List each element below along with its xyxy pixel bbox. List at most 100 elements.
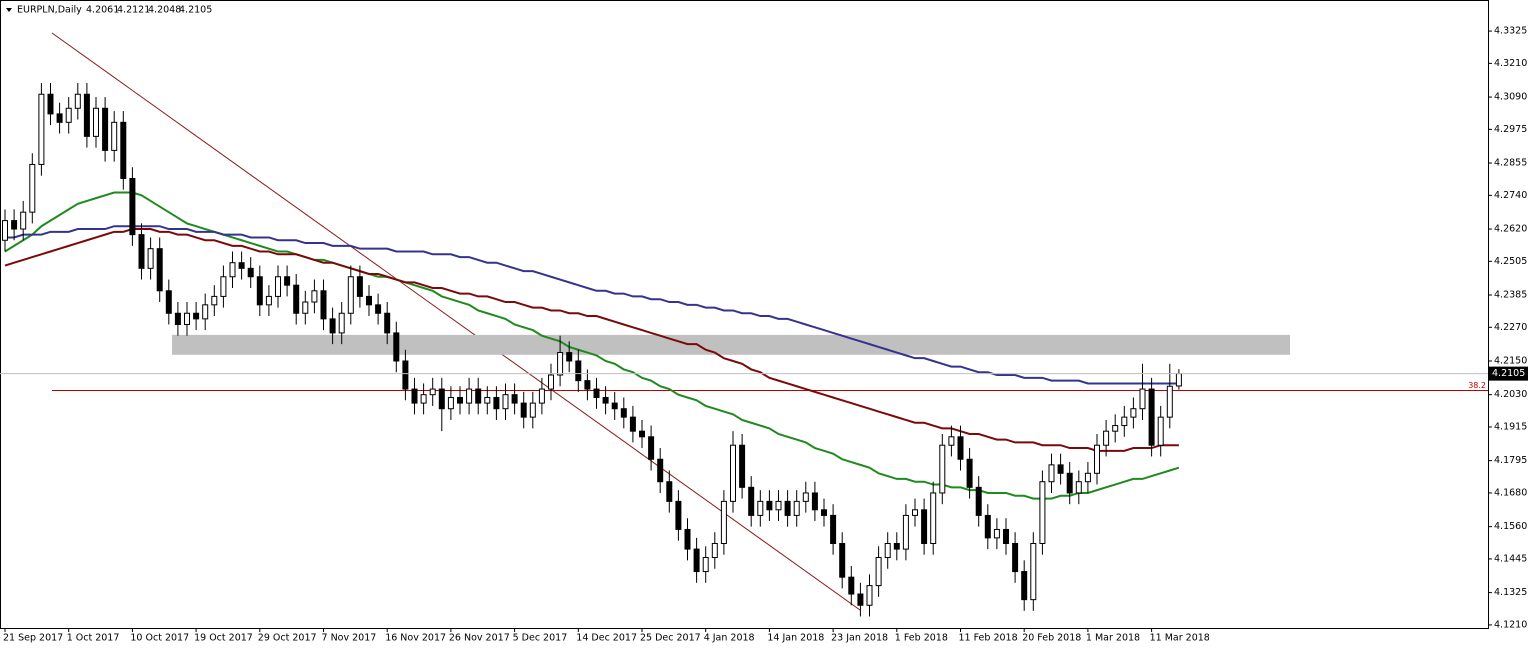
candle-body xyxy=(366,295,372,306)
x-tick-label: 10 Oct 2017 xyxy=(130,633,189,644)
candle-body xyxy=(1094,444,1100,474)
candle-body xyxy=(875,557,882,587)
candle-body xyxy=(29,163,36,213)
candle-body xyxy=(184,312,190,325)
candle-body xyxy=(702,557,709,573)
y-tick-label: 4.1795 xyxy=(1494,455,1527,466)
candle-body xyxy=(821,509,827,516)
candle-body xyxy=(174,312,181,325)
candle-body xyxy=(275,276,281,297)
ohlc-close: 4.2105 xyxy=(179,5,212,16)
candle-body xyxy=(502,394,509,410)
candle-body xyxy=(766,500,773,511)
candle-body xyxy=(921,509,928,544)
candle-body xyxy=(693,548,700,573)
support-zone xyxy=(172,334,1290,355)
candle-body xyxy=(457,396,463,404)
y-tick-label: 4.3090 xyxy=(1494,92,1527,103)
candle-body xyxy=(975,486,982,516)
y-tick-label: 4.2975 xyxy=(1494,124,1527,135)
candle-body xyxy=(93,107,99,137)
y-tick-label: 4.2505 xyxy=(1494,256,1527,267)
y-tick-label: 4.3210 xyxy=(1494,58,1527,69)
candle-body xyxy=(402,360,409,390)
candle-body xyxy=(620,408,627,418)
candle-body xyxy=(302,301,309,314)
candle-body xyxy=(1139,388,1146,410)
x-tick-label: 7 Nov 2017 xyxy=(322,633,377,644)
moving-average xyxy=(4,228,1179,452)
candle-body xyxy=(966,458,973,488)
candle-body xyxy=(1121,416,1128,427)
candle-body xyxy=(639,430,645,438)
candle-body xyxy=(811,492,818,511)
candle-body xyxy=(557,352,564,376)
y-tick-label: 4.1210 xyxy=(1494,619,1527,630)
x-tick-label: 11 Mar 2018 xyxy=(1150,633,1210,644)
ohlc-open: 4.2061 xyxy=(86,5,119,16)
candle-body xyxy=(384,312,391,334)
candle-body xyxy=(1166,385,1173,418)
candle-body xyxy=(484,396,491,404)
candle-body xyxy=(411,388,418,404)
candle-body xyxy=(238,262,245,269)
x-tick-label: 21 Sep 2017 xyxy=(3,633,63,644)
x-tick-label: 20 Feb 2018 xyxy=(1022,633,1081,644)
y-tick-label: 4.2620 xyxy=(1494,224,1527,235)
candle-body xyxy=(984,514,991,539)
candle-body xyxy=(902,514,909,550)
candle-body xyxy=(948,436,955,446)
x-tick-label: 1 Oct 2017 xyxy=(67,633,120,644)
candle-body xyxy=(748,486,755,516)
candle-body xyxy=(1030,542,1037,601)
x-tick-label: 14 Dec 2017 xyxy=(576,633,637,644)
candle-body xyxy=(529,402,536,418)
candle-body xyxy=(1021,571,1028,601)
candle-body xyxy=(111,121,118,151)
candle-body xyxy=(866,585,873,606)
candle-body xyxy=(848,576,855,595)
candle-body xyxy=(493,396,500,410)
candle-body xyxy=(438,388,445,410)
x-tick-label: 23 Jan 2018 xyxy=(831,633,888,644)
candle-body xyxy=(1066,472,1073,494)
candle-body xyxy=(375,304,382,314)
x-tick-label: 29 Oct 2017 xyxy=(258,633,317,644)
x-tick-label: 1 Feb 2018 xyxy=(895,633,948,644)
candle-body xyxy=(120,121,127,179)
candle-body xyxy=(83,93,90,137)
candle-body xyxy=(657,458,664,483)
candle-body xyxy=(193,312,200,320)
candle-body xyxy=(629,416,636,432)
y-tick-label: 4.1680 xyxy=(1494,487,1527,498)
candle-body xyxy=(684,528,691,550)
candle-body xyxy=(102,107,109,151)
y-tick-label: 4.1915 xyxy=(1494,421,1527,432)
candle-body xyxy=(675,500,682,530)
candle-body xyxy=(884,542,891,559)
candle-body xyxy=(1112,425,1119,432)
candle-body xyxy=(720,500,727,544)
candle-body xyxy=(775,500,782,511)
menu-arrow xyxy=(6,8,12,12)
x-tick-label: 16 Nov 2017 xyxy=(385,633,446,644)
x-tick-label: 26 Nov 2017 xyxy=(449,633,510,644)
x-tick-label: 14 Jan 2018 xyxy=(767,633,824,644)
y-tick-label: 4.3325 xyxy=(1494,26,1527,37)
candle-body xyxy=(566,352,573,362)
candle-body xyxy=(739,444,746,488)
candle-body xyxy=(11,220,18,230)
candle-body xyxy=(220,276,227,297)
candle-body xyxy=(666,481,673,502)
candle-body xyxy=(784,500,791,516)
candle-body xyxy=(447,396,454,410)
y-tick-label: 4.2030 xyxy=(1494,389,1527,400)
candle-body xyxy=(347,276,354,314)
ohlc-low: 4.2048 xyxy=(148,5,181,16)
price-tag xyxy=(1488,366,1528,381)
candle-body xyxy=(147,248,154,269)
candle-body xyxy=(138,234,145,269)
candle-body xyxy=(1157,416,1164,446)
candle-body xyxy=(1130,408,1137,418)
